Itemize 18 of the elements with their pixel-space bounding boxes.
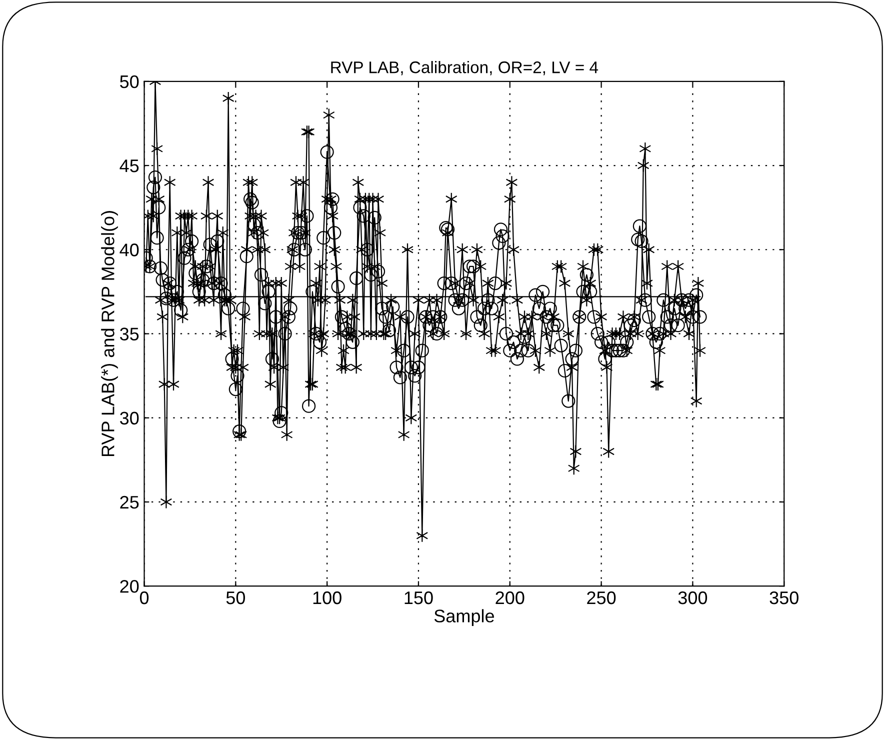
x-axis-title: Sample (434, 609, 494, 626)
x-tick-label: 350 (770, 591, 798, 604)
y-tick-label: 25 (120, 496, 139, 509)
x-tick-label: 0 (140, 591, 149, 604)
chart-title: RVP LAB, Calibration, OR=2, LV = 4 (331, 60, 598, 76)
y-axis-title: RVP LAB(*) and RVP Model(o) (101, 211, 118, 456)
x-tick-label: 50 (226, 591, 245, 604)
y-tick-label: 30 (120, 412, 139, 425)
x-tick-label: 150 (404, 591, 433, 604)
x-tick-label: 300 (678, 591, 708, 604)
y-tick-label: 35 (120, 328, 139, 340)
x-tick-label: 200 (496, 591, 524, 604)
y-tick-label: 40 (120, 244, 139, 256)
x-tick-label: 250 (587, 591, 616, 604)
y-tick-label: 20 (120, 580, 139, 593)
y-tick-label: 45 (120, 160, 139, 172)
x-tick-label: 100 (313, 591, 342, 604)
y-tick-label: 50 (120, 75, 139, 88)
